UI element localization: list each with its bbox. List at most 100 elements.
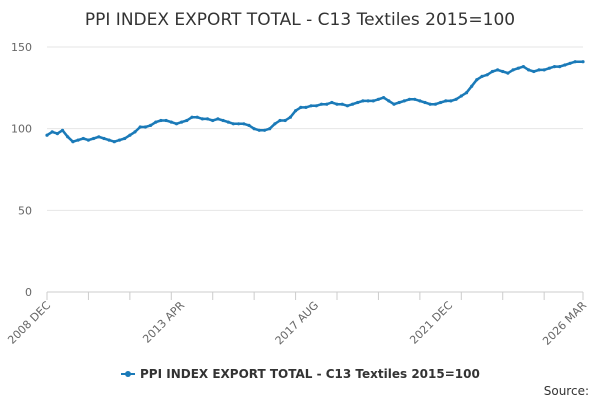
data-point (397, 100, 401, 105)
data-point (128, 133, 132, 137)
x-tick-label: 2017 AUG (273, 299, 322, 348)
data-point (350, 102, 355, 106)
data-point (50, 130, 54, 134)
series-line (45, 60, 585, 143)
data-point (154, 120, 158, 124)
data-point (71, 140, 75, 144)
data-point (537, 68, 541, 72)
data-point (439, 100, 443, 105)
data-point (345, 104, 349, 108)
data-point (402, 99, 406, 103)
data-point (319, 102, 324, 106)
y-axis: 0 50 100 150 (11, 41, 32, 299)
data-point (45, 133, 49, 137)
data-point (76, 138, 80, 142)
data-point (60, 128, 65, 132)
data-point (273, 122, 277, 126)
data-point (485, 73, 489, 77)
series-layer (45, 60, 585, 144)
data-point (532, 69, 536, 74)
data-point (449, 99, 453, 103)
x-tick-label: 2008 DEC (5, 299, 53, 347)
y-tick-label: 50 (18, 204, 32, 217)
data-point (552, 65, 557, 69)
data-point (278, 118, 282, 123)
data-point (185, 118, 189, 123)
data-point (216, 117, 220, 121)
x-axis: 2008 DEC 2013 APR 2017 AUG 2021 DEC 2026 MAR (5, 291, 589, 348)
data-point (195, 115, 199, 119)
data-point (470, 84, 474, 88)
data-point (86, 138, 90, 142)
data-point (558, 65, 562, 69)
y-tick-label: 0 (25, 286, 32, 299)
data-point (501, 69, 505, 74)
data-point (81, 136, 85, 141)
data-point (55, 132, 60, 136)
data-point (133, 130, 137, 134)
data-point (242, 122, 246, 126)
data-point (174, 122, 179, 126)
data-point (568, 61, 572, 65)
data-point (480, 74, 484, 78)
data-point (413, 97, 417, 101)
data-point (366, 99, 370, 103)
data-point (200, 117, 204, 121)
data-point (314, 104, 318, 108)
data-point (252, 127, 256, 131)
data-point (180, 120, 184, 124)
x-tick-label: 2026 MAR (540, 299, 589, 348)
data-point (444, 99, 448, 103)
source-label: Source: (544, 384, 589, 398)
data-point (418, 99, 422, 103)
data-point (226, 120, 230, 124)
data-point (262, 128, 267, 132)
data-point (159, 118, 163, 123)
data-point (371, 99, 375, 103)
data-point (506, 71, 510, 75)
data-point (169, 120, 173, 124)
data-point (392, 102, 396, 106)
data-point (66, 135, 70, 139)
data-point (92, 136, 96, 141)
data-point (330, 100, 334, 105)
data-point (475, 78, 479, 82)
data-point (407, 97, 412, 101)
data-point (257, 128, 261, 132)
data-point (97, 135, 101, 139)
legend-label: PPI INDEX EXPORT TOTAL - C13 Textiles 20… (140, 367, 480, 381)
data-point (496, 68, 500, 72)
data-point (382, 96, 386, 100)
data-point (490, 69, 494, 74)
data-point (211, 118, 215, 123)
data-point (102, 136, 106, 141)
data-point (294, 109, 298, 113)
data-point (205, 117, 210, 121)
data-point (143, 125, 147, 129)
data-point (299, 105, 303, 109)
y-tick-label: 150 (11, 41, 32, 54)
data-point (237, 122, 241, 126)
data-point (361, 99, 365, 103)
data-point (221, 118, 225, 123)
data-point (107, 138, 111, 142)
data-point (123, 136, 127, 141)
legend[interactable]: PPI INDEX EXPORT TOTAL - C13 Textiles 20… (121, 367, 480, 381)
data-point (112, 140, 116, 144)
data-point (581, 60, 585, 64)
data-point (464, 91, 469, 95)
data-point (149, 123, 153, 127)
data-point (423, 100, 427, 105)
chart-title: PPI INDEX EXPORT TOTAL - C13 Textiles 20… (85, 10, 515, 30)
data-point (516, 66, 520, 70)
data-point (542, 68, 546, 72)
legend-marker (125, 371, 131, 377)
data-point (433, 102, 437, 106)
data-point (547, 66, 551, 70)
data-point (376, 97, 380, 101)
data-point (454, 97, 458, 101)
data-point (527, 68, 531, 72)
data-point (190, 115, 194, 119)
data-point (164, 118, 168, 123)
data-point (117, 138, 122, 142)
